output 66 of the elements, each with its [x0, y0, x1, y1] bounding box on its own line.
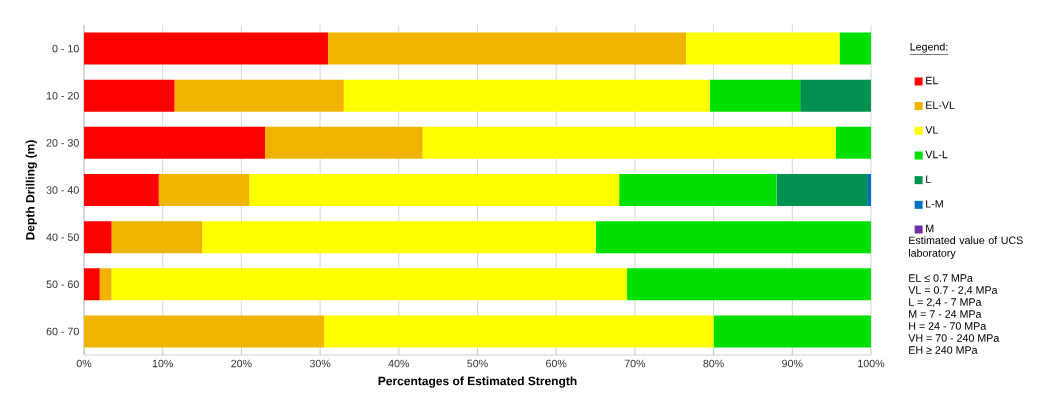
y-axis-title: Depth Drilling (m) [25, 140, 37, 240]
bar [84, 32, 328, 65]
text: M = 7 - 24 MPa [909, 310, 982, 318]
bar [709, 79, 801, 112]
legend-label: L-M [926, 200, 943, 208]
text: L = 2,4 - 7 MPa [909, 298, 982, 308]
bar [713, 315, 872, 348]
legend-label: VL-L [925, 150, 948, 159]
x-tick-label: 30% [309, 359, 331, 368]
x-tick-label: 60% [546, 359, 567, 368]
bar [627, 268, 872, 301]
bar [422, 126, 836, 159]
x-axis-title: Percentages of Estimated Strength [378, 376, 577, 388]
bar [867, 174, 872, 207]
y-tick-label: 50 - 60 [46, 280, 79, 289]
text: VL = 0.7 - 2,4 MPa [908, 286, 998, 296]
x-tick-label: 20% [231, 359, 252, 368]
bar [84, 79, 175, 112]
bar [327, 32, 687, 65]
legend-label: VL [925, 126, 938, 134]
y-tick-label: 60 - 70 [46, 327, 79, 336]
y-tick-label: 0 - 10 [52, 44, 79, 53]
legend-label: EL [926, 76, 938, 85]
x-tick-label: 100% [858, 359, 885, 368]
bar [84, 268, 100, 301]
x-tick-label: 70% [624, 359, 646, 368]
y-tick-label: 30 - 40 [46, 186, 79, 194]
bar [343, 79, 710, 112]
legend-title: Legend: [910, 42, 948, 53]
bar [835, 126, 872, 159]
legend-label: M [926, 224, 934, 233]
legend-label: L [926, 175, 931, 183]
bar [111, 268, 628, 301]
x-tick-label: 10% [152, 359, 173, 368]
y-tick-label: 10 - 20 [46, 91, 79, 100]
bar [265, 126, 423, 159]
bar [800, 79, 872, 112]
bar [84, 221, 112, 254]
text: H = 24 - 70 MPa [909, 322, 987, 330]
legend-label: EL-VL [926, 101, 955, 109]
y-tick-label: 20 - 30 [46, 139, 79, 147]
y-tick-label: 40 - 50 [46, 233, 79, 241]
x-tick-label: 90% [782, 359, 803, 368]
bar [174, 79, 344, 112]
bar [202, 221, 596, 254]
bar [686, 32, 840, 65]
text: VH = 70 - 240 MPa [908, 334, 1000, 342]
x-tick-label: 0% [76, 359, 92, 368]
bar [84, 174, 159, 207]
bar [249, 174, 620, 207]
bar [99, 268, 112, 301]
x-tick-label: 80% [703, 359, 724, 368]
x-tick-label: 40% [388, 359, 410, 368]
bar [839, 32, 872, 65]
x-tick-label: 50% [467, 359, 488, 368]
bar [158, 174, 250, 207]
text: EH ≥ 240 MPa [909, 346, 978, 354]
bar [619, 174, 777, 207]
bar [324, 315, 714, 348]
bar [111, 221, 203, 254]
text: Estimated value of UCS laboratory [908, 236, 1023, 259]
bar [776, 174, 868, 207]
bar [595, 221, 872, 254]
bar [84, 315, 325, 348]
bar [84, 126, 266, 159]
text: EL ≤ 0.7 MPa [909, 274, 973, 282]
